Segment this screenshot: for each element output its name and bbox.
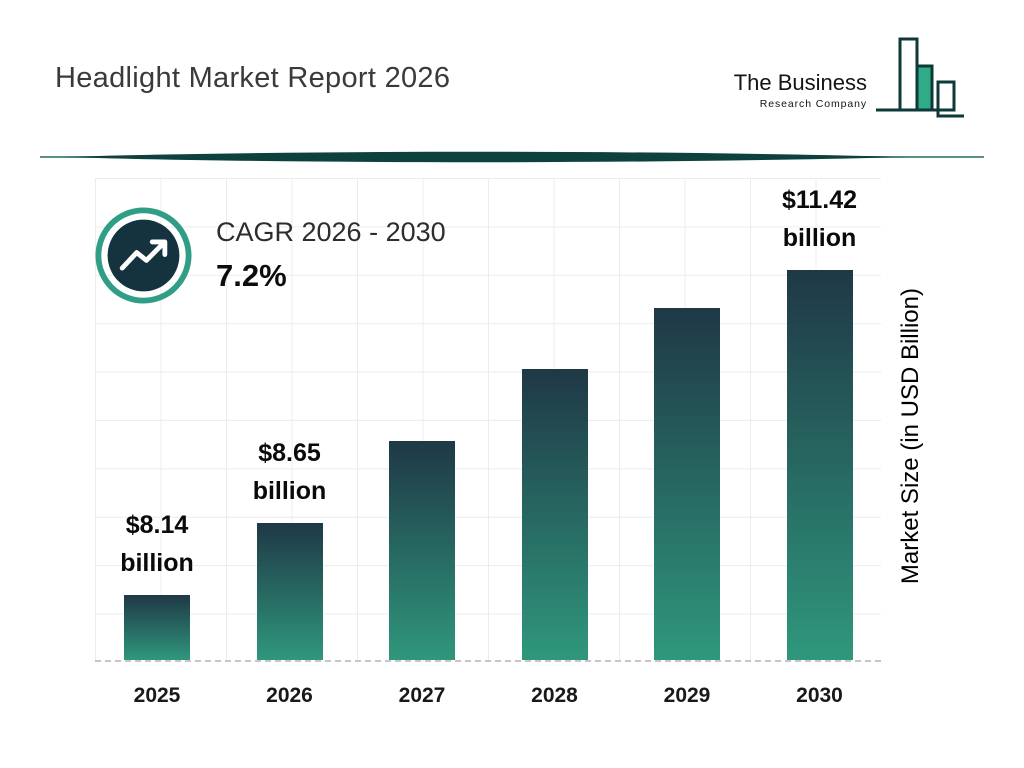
divider-line <box>40 151 984 163</box>
bar-2025 <box>124 595 190 660</box>
bar-column-2025: $8.14 billion <box>82 506 232 660</box>
x-axis-labels: 2025 2026 2027 2028 2029 2030 <box>95 684 881 714</box>
page-title: Headlight Market Report 2026 <box>55 62 451 94</box>
cagr-text: CAGR 2026 - 2030 7.2% <box>216 217 446 294</box>
bar-value-label-2026: $8.65 billion <box>253 434 327 512</box>
bar-column-2030: $11.42 billion <box>745 181 895 660</box>
x-axis-label-2027: 2027 <box>398 684 446 707</box>
bar-chart: $8.14 billion $8.65 billion $11.42 billion <box>95 178 881 662</box>
company-logo: The Business Research Company <box>734 36 966 120</box>
x-axis-label-2025: 2025 <box>133 684 181 707</box>
bar-2027 <box>389 441 455 660</box>
cagr-value: 7.2% <box>216 258 287 293</box>
bar-value-amount: $8.65 <box>258 438 321 467</box>
bar-column-2029 <box>612 308 762 660</box>
cagr-badge: CAGR 2026 - 2030 7.2% <box>95 207 446 304</box>
logo-text: The Business Research Company <box>734 70 867 120</box>
bar-2029 <box>654 308 720 660</box>
bar-value-amount: $8.14 <box>125 510 189 539</box>
bar-value-unit: billion <box>120 549 194 578</box>
bar-chart-logo-icon <box>876 37 964 118</box>
bar-value-label-2030: $11.42 billion <box>782 181 857 259</box>
bar-value-unit: billion <box>252 477 327 506</box>
y-axis-label: Market Size (in USD Billion) <box>897 288 924 585</box>
logo-company-subname: Research Company <box>759 98 867 110</box>
bar-column-2026: $8.65 billion <box>215 434 365 660</box>
x-axis-label-2028: 2028 <box>531 684 578 707</box>
bar-2026 <box>256 523 323 660</box>
bar-column-2028 <box>480 369 630 660</box>
bar-value-unit: billion <box>782 224 857 253</box>
bar-value-amount: $11.42 <box>781 185 858 214</box>
bar-2030 <box>786 270 853 660</box>
x-axis-label-2026: 2026 <box>266 684 313 707</box>
logo-company-name: The Business <box>733 70 867 95</box>
growth-trend-icon <box>95 207 192 304</box>
cagr-label: CAGR 2026 - 2030 <box>216 217 446 247</box>
x-axis-label-2029: 2029 <box>663 684 711 707</box>
bar-column-2027 <box>347 441 497 660</box>
bar-2028 <box>521 369 588 660</box>
x-axis-label-2030: 2030 <box>796 684 843 707</box>
bar-value-label-2025: $8.14 billion <box>120 506 194 584</box>
